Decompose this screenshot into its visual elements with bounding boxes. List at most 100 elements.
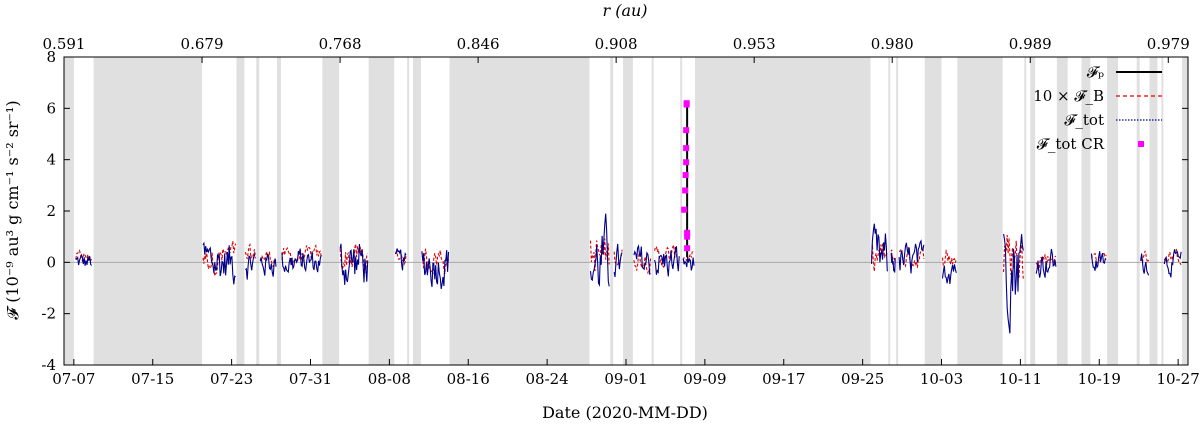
top-tick-label: 0.679	[181, 35, 224, 53]
series-Ftot-line	[589, 213, 610, 287]
legend-label: 10 × 𝓕_B	[1033, 87, 1104, 105]
series-Ftot-line	[1140, 253, 1150, 276]
series-Ftot-line	[898, 239, 925, 274]
series-10xFB-line	[1003, 234, 1024, 280]
x-tick-label: 07-07	[52, 370, 95, 388]
series-Ftot-line	[395, 248, 407, 271]
legend: 𝓕ₚ 10 × 𝓕_B 𝓕_tot 𝓕_tot CR	[1033, 63, 1162, 153]
series-Ftot-line	[1090, 251, 1107, 271]
series-Ftot-CR-point	[681, 206, 688, 213]
series-Ftot-line	[339, 243, 369, 285]
top-axis-label: r (au)	[602, 1, 647, 20]
data-gap-band	[276, 57, 281, 365]
x-tick-label: 10-19	[1078, 370, 1121, 388]
data-gap-band	[1149, 57, 1158, 365]
series-Ftot-line	[202, 241, 236, 285]
series-10xFB-line	[244, 242, 256, 260]
series-10xFB-line	[941, 248, 957, 270]
series-Ftot-line	[870, 223, 888, 272]
x-tick-label: 07-31	[289, 370, 332, 388]
series-Ftot-CR-point	[683, 159, 690, 166]
x-tick-label: 08-08	[368, 370, 411, 388]
x-tick-label: 07-23	[210, 370, 253, 388]
x-tick-label: 09-25	[841, 370, 884, 388]
series-10xFB-line	[633, 252, 652, 275]
series-Ftot-line	[1003, 233, 1024, 334]
series-10xFB-line	[899, 246, 925, 268]
data-gap-band	[1056, 57, 1068, 365]
top-tick-label: 0.591	[43, 35, 86, 53]
top-tick-label: 0.989	[1009, 35, 1052, 53]
x-axis-label: Date (2020-MM-DD)	[542, 403, 708, 422]
series-10xFB-line	[589, 238, 610, 272]
series-Ftot-CR-point	[682, 172, 689, 179]
series-Ftot-line	[245, 253, 256, 280]
series-Ftot-line	[682, 256, 695, 271]
series-10xFB-line	[281, 244, 322, 266]
data-gap-band	[322, 57, 340, 365]
data-gap-band	[888, 57, 891, 365]
series-10xFB-line	[394, 250, 407, 266]
data-gap-band	[1024, 57, 1027, 365]
series-Ftot-line	[1163, 249, 1182, 278]
series-10xFB-line	[75, 249, 93, 263]
series-10xFB-line	[259, 251, 277, 268]
data-gap-bands	[64, 57, 1188, 365]
series-10xFB-line	[1163, 248, 1182, 266]
data-gap-band	[695, 57, 871, 365]
legend-label: 𝓕ₚ	[1087, 63, 1104, 81]
x-tick-label: 09-01	[604, 370, 647, 388]
y-axis-label: 𝓕 (10⁻⁹ au³ g cm⁻¹ s⁻² sr⁻¹)	[3, 100, 22, 319]
series-layer	[75, 100, 1182, 334]
ticks-layer: -4 -2 0 2 4 6 8 07-07 07-15 07-23 07-31 08-08 08-16 0…	[41, 35, 1199, 388]
series-Ftot-line	[259, 253, 277, 277]
data-gap-band	[957, 57, 1003, 365]
series-10xFB-line	[890, 249, 896, 264]
y-tick-label: 6	[46, 99, 56, 117]
x-tick-label: 10-27	[1157, 370, 1200, 388]
series-Ftot-CR-point	[682, 187, 689, 194]
legend-label: 𝓕_tot CR	[1037, 135, 1105, 153]
data-gap-band	[413, 57, 421, 365]
series-10xFB-line	[870, 241, 888, 272]
x-tick-label: 07-15	[131, 370, 174, 388]
data-gap-band	[1107, 57, 1118, 365]
series-Ftot-line	[75, 253, 93, 266]
data-gap-band	[407, 57, 410, 365]
data-gap-band	[93, 57, 203, 365]
series-Ftot-CR-point	[684, 233, 691, 240]
top-tick-label: 0.979	[1147, 35, 1190, 53]
series-Ftot-CR-point	[684, 229, 691, 236]
x-tick-label: 08-24	[525, 370, 568, 388]
y-tick-label: 2	[46, 202, 56, 220]
data-gap-band	[1161, 57, 1164, 365]
data-gap-band	[896, 57, 899, 365]
series-Ftot-line	[890, 252, 896, 273]
data-gap-band	[1136, 57, 1140, 365]
top-tick-label: 0.768	[319, 35, 362, 53]
x-tick-label: 09-09	[683, 370, 726, 388]
y-tick-label: 8	[46, 48, 56, 66]
top-tick-label: 0.953	[733, 35, 776, 53]
series-Ftot-CR-point	[683, 145, 690, 152]
data-gap-band	[449, 57, 590, 365]
x-tick-label: 10-03	[920, 370, 963, 388]
x-tick-label: 08-16	[447, 370, 490, 388]
y-tick-label: -4	[41, 356, 56, 374]
data-gap-band	[610, 57, 614, 365]
series-10xFB-line	[202, 241, 237, 277]
series-Ftot-CR-point	[683, 127, 690, 134]
data-gap-band	[1030, 57, 1036, 365]
y-tick-label: 4	[46, 151, 56, 169]
data-gap-band	[924, 57, 942, 365]
legend-swatch	[1138, 141, 1144, 147]
series-Ftot-CR-point	[684, 245, 691, 252]
x-tick-label: 10-11	[999, 370, 1042, 388]
series-Ftot-line	[633, 244, 651, 275]
series-Ftot-line	[654, 245, 680, 277]
series-Ftot-CR-point	[683, 100, 690, 107]
data-gap-band	[236, 57, 245, 365]
y-tick-label: -2	[41, 305, 56, 323]
top-tick-label: 0.846	[457, 35, 500, 53]
